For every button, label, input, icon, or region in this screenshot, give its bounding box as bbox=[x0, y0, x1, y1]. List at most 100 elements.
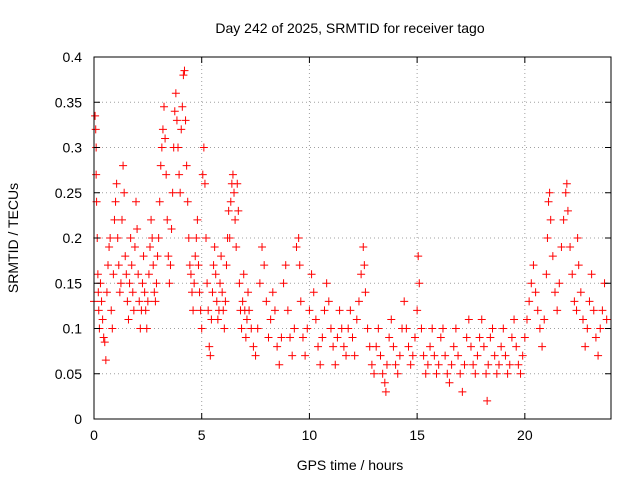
y-tick-label: 0.1 bbox=[63, 321, 83, 337]
x-tick-label: 5 bbox=[198, 427, 206, 443]
data-point bbox=[503, 369, 512, 378]
x-axis-label: GPS time / hours bbox=[297, 457, 404, 473]
data-point bbox=[531, 288, 540, 297]
data-point bbox=[235, 279, 244, 288]
data-point bbox=[512, 342, 521, 351]
data-point bbox=[162, 170, 171, 179]
data-point bbox=[133, 224, 142, 233]
data-point bbox=[184, 234, 193, 242]
data-point bbox=[166, 261, 175, 270]
data-point bbox=[370, 369, 379, 378]
data-point bbox=[210, 243, 219, 252]
data-point bbox=[428, 324, 437, 333]
data-point bbox=[482, 369, 491, 378]
data-point bbox=[378, 369, 387, 378]
data-point bbox=[387, 315, 396, 324]
data-point bbox=[139, 252, 148, 261]
data-point bbox=[178, 102, 187, 111]
data-point bbox=[161, 134, 170, 143]
data-point bbox=[234, 206, 243, 215]
data-point bbox=[522, 315, 531, 324]
data-point bbox=[140, 288, 149, 297]
data-point bbox=[316, 360, 325, 369]
data-point bbox=[216, 279, 225, 288]
data-point bbox=[594, 351, 603, 360]
data-point bbox=[150, 288, 159, 297]
data-point bbox=[177, 125, 186, 134]
data-point bbox=[264, 333, 273, 342]
data-point bbox=[233, 179, 242, 188]
data-point bbox=[195, 288, 204, 297]
data-point bbox=[477, 315, 486, 324]
data-point bbox=[281, 261, 290, 270]
data-point bbox=[311, 315, 320, 324]
y-tick-label: 0.25 bbox=[55, 185, 82, 201]
data-point bbox=[199, 143, 208, 152]
data-point bbox=[404, 342, 413, 351]
data-point bbox=[382, 360, 391, 369]
data-point bbox=[175, 170, 184, 179]
data-point bbox=[591, 333, 600, 342]
data-point bbox=[324, 297, 333, 306]
data-point bbox=[168, 188, 177, 197]
data-point bbox=[589, 306, 598, 315]
data-point bbox=[97, 297, 106, 306]
data-point bbox=[183, 197, 192, 206]
data-point bbox=[507, 333, 516, 342]
data-point bbox=[559, 215, 568, 224]
data-point bbox=[331, 360, 340, 369]
data-point bbox=[241, 333, 250, 342]
data-point bbox=[158, 125, 167, 134]
data-point bbox=[423, 360, 432, 369]
data-point bbox=[94, 288, 103, 297]
data-point bbox=[152, 279, 161, 288]
data-point bbox=[301, 351, 310, 360]
data-point bbox=[262, 297, 271, 306]
data-point bbox=[189, 306, 198, 315]
data-point bbox=[190, 279, 199, 288]
data-point bbox=[460, 360, 469, 369]
data-point bbox=[516, 369, 525, 378]
data-point bbox=[149, 261, 158, 270]
data-point bbox=[413, 306, 422, 315]
data-point bbox=[181, 116, 190, 125]
data-point bbox=[119, 161, 128, 170]
data-point bbox=[357, 270, 366, 279]
data-point bbox=[121, 252, 130, 261]
y-tick-label: 0 bbox=[74, 411, 82, 427]
data-point bbox=[224, 206, 233, 215]
data-point bbox=[475, 333, 484, 342]
data-point bbox=[543, 234, 552, 242]
data-point bbox=[458, 387, 467, 396]
data-point bbox=[486, 333, 495, 342]
data-point bbox=[346, 306, 355, 315]
data-point bbox=[497, 342, 506, 351]
data-point bbox=[182, 161, 191, 170]
data-point bbox=[220, 324, 229, 333]
data-point bbox=[434, 360, 443, 369]
data-point bbox=[228, 170, 237, 179]
data-point bbox=[561, 188, 570, 197]
data-point bbox=[107, 306, 116, 315]
data-point bbox=[218, 288, 227, 297]
data-point bbox=[244, 288, 253, 297]
data-point bbox=[130, 243, 139, 252]
data-point bbox=[176, 188, 185, 197]
data-point bbox=[174, 143, 183, 152]
data-point bbox=[563, 206, 572, 215]
data-point bbox=[372, 342, 381, 351]
data-point bbox=[430, 351, 439, 360]
data-point bbox=[471, 369, 480, 378]
data-point bbox=[535, 324, 544, 333]
data-point bbox=[360, 261, 369, 270]
data-point bbox=[342, 351, 351, 360]
chart-title: Day 242 of 2025, SRMTID for receiver tag… bbox=[215, 20, 484, 36]
data-point bbox=[514, 360, 523, 369]
data-point bbox=[273, 342, 282, 351]
data-point bbox=[213, 315, 222, 324]
data-point bbox=[339, 342, 348, 351]
data-point bbox=[245, 306, 254, 315]
data-point bbox=[258, 243, 267, 252]
data-point bbox=[101, 356, 110, 365]
y-tick-label: 0.35 bbox=[55, 94, 82, 110]
